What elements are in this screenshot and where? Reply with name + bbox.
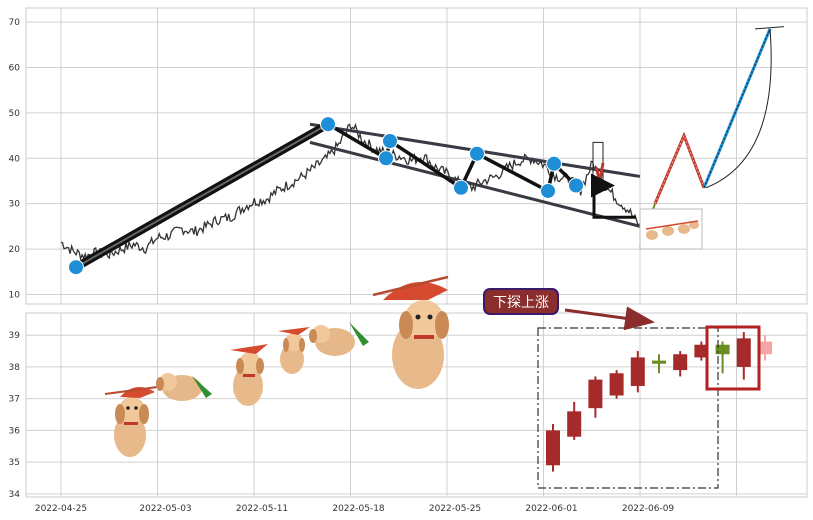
- x-tick-label: 2022-06-09: [622, 504, 675, 514]
- trend-line-highlight: [75, 123, 329, 269]
- x-tick-labels: 2022-04-25 2022-05-03 2022-05-11 2022-05-18…: [35, 504, 675, 514]
- annotation-arrow: [564, 306, 655, 331]
- x-tick-label: 2022-05-11: [236, 504, 288, 514]
- y-tick-label: 10: [9, 290, 21, 300]
- bottom-chart-marks: [537, 325, 772, 489]
- y-tick-label: 34: [9, 490, 21, 500]
- dog-sticker: [309, 322, 369, 356]
- x-tick-label: 2022-06-01: [525, 504, 577, 514]
- channel-lower-line: [309, 140, 641, 228]
- bottom-y-tick-labels: 34 35 36 37 38 39: [9, 331, 21, 500]
- y-tick-label: 70: [9, 18, 21, 28]
- y-tick-label: 35: [9, 458, 20, 468]
- y-tick-label: 36: [9, 426, 21, 436]
- top-panel: 10 20 30 40 50 60 70: [9, 7, 808, 305]
- range-box-dashed: [537, 327, 719, 489]
- dog-sticker: [372, 275, 449, 389]
- y-tick-label: 20: [9, 245, 21, 255]
- candle-body: [736, 338, 751, 367]
- pivot-dot: [469, 145, 485, 162]
- dog-sticker: [156, 373, 212, 401]
- pivot-dot: [453, 179, 469, 196]
- pivot-dot: [546, 155, 562, 172]
- price-line: [60, 122, 640, 262]
- candle-body: [609, 373, 624, 396]
- candle-body: [546, 430, 560, 466]
- x-tick-label: 2022-04-25: [35, 504, 87, 514]
- y-tick-label: 60: [9, 63, 21, 73]
- x-tick-label: 2022-05-18: [332, 504, 385, 514]
- dog-sticker: [230, 344, 268, 406]
- candle-body: [694, 344, 709, 358]
- forecast-top-bar: [754, 26, 785, 30]
- pivot-dot: [68, 259, 84, 276]
- y-tick-label: 40: [9, 154, 21, 164]
- pivot-dot: [382, 133, 398, 150]
- pivot-dot: [568, 177, 584, 194]
- highlight-box: [705, 325, 761, 391]
- x-tick-label: 2022-05-25: [429, 504, 481, 514]
- forecast-path-blue-dash: [703, 28, 771, 188]
- y-tick-label: 38: [9, 363, 21, 373]
- top-chart-marks: [60, 26, 785, 276]
- forecast-path-red-dash: [654, 134, 705, 204]
- pivot-dot: [378, 150, 394, 167]
- candle-body: [758, 341, 772, 355]
- pivot-dot: [540, 182, 556, 199]
- y-tick-label: 30: [9, 200, 21, 210]
- candle-body: [652, 360, 666, 364]
- dog-stickers: [104, 208, 703, 457]
- y-tick-label: 37: [9, 395, 20, 405]
- top-y-tick-labels: 10 20 30 40 50 60 70: [9, 18, 21, 300]
- direction-arrow: [591, 173, 636, 219]
- top-panel-frame: [25, 7, 808, 305]
- dog-sticker: [104, 385, 166, 457]
- y-tick-label: 50: [9, 109, 21, 119]
- candle-body: [630, 357, 645, 386]
- candle-body: [715, 344, 730, 355]
- dog-sticker-small: [639, 208, 703, 250]
- forecast-arc: [705, 28, 772, 189]
- candle-body: [567, 411, 582, 437]
- annotation: 下探上涨: [483, 288, 655, 331]
- y-tick-label: 39: [9, 331, 21, 341]
- dog-sticker: [278, 327, 310, 374]
- candle-body: [673, 354, 688, 371]
- candle-body: [588, 379, 603, 409]
- pivot-dot: [320, 116, 336, 133]
- annotation-label: 下探上涨: [493, 295, 549, 311]
- x-tick-label: 2022-05-03: [139, 504, 191, 514]
- annotation-box: [483, 288, 559, 315]
